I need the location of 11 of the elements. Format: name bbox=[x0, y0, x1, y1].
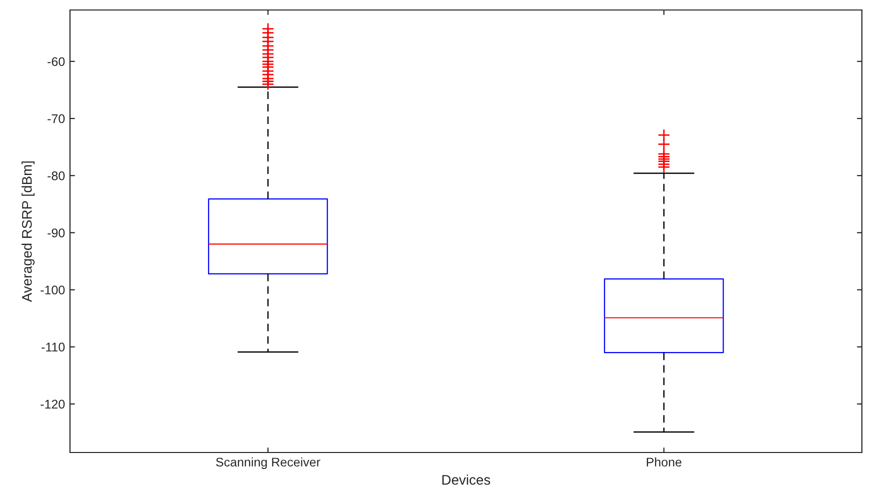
x-tick-label: Phone bbox=[646, 457, 682, 467]
y-tick-label: -110 bbox=[42, 342, 65, 352]
y-tick-label: -80 bbox=[48, 171, 65, 180]
y-tick-label: -90 bbox=[48, 228, 65, 238]
y-axis-title: Averaged RSRP [dBm] bbox=[22, 161, 35, 302]
x-axis-title: Devices bbox=[442, 474, 490, 485]
y-tick-label: -70 bbox=[48, 114, 65, 124]
x-tick-label: Scanning Receiver bbox=[216, 457, 320, 470]
y-tick-label: -120 bbox=[40, 400, 65, 409]
y-tick-label: -60 bbox=[48, 57, 65, 66]
y-tick-label: -100 bbox=[40, 286, 65, 294]
